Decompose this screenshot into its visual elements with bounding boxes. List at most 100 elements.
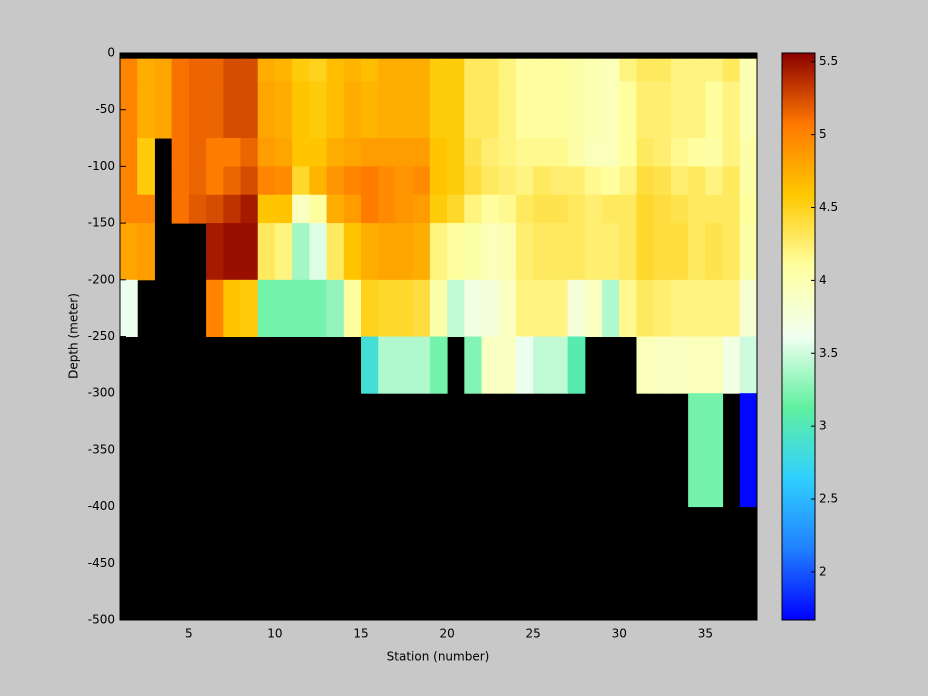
heatmap-cell [705, 166, 724, 196]
heatmap-cell [515, 166, 534, 196]
heatmap-cell [274, 194, 293, 224]
heatmap-cell [240, 223, 259, 281]
heatmap-cell [137, 81, 155, 139]
heatmap-cell [705, 336, 724, 394]
heatmap-cell [429, 58, 448, 82]
heatmap-cell [688, 393, 706, 508]
heatmap-cell [550, 223, 569, 281]
heatmap-cell [688, 279, 706, 337]
heatmap-cell [567, 58, 586, 82]
heatmap-cell [188, 138, 207, 167]
heatmap-cell [223, 138, 242, 167]
heatmap-cell [567, 166, 586, 196]
heatmap-cell [464, 81, 483, 139]
heatmap-cell [240, 81, 259, 139]
heatmap-cell [447, 138, 465, 167]
heatmap-cell [188, 194, 207, 224]
heatmap-cell [653, 166, 672, 196]
heatmap-cell [378, 81, 396, 139]
heatmap-cell [257, 81, 276, 139]
heatmap-cell [705, 81, 724, 139]
heatmap-cell [429, 166, 448, 196]
heatmap-cell [343, 166, 362, 196]
heatmap-cell [636, 223, 655, 281]
heatmap-cell [292, 279, 310, 337]
heatmap-cell [722, 279, 741, 337]
heatmap-cell [722, 138, 741, 167]
heatmap-cell [636, 81, 655, 139]
heatmap-cell [602, 58, 620, 82]
heatmap-cell [722, 336, 741, 394]
heatmap-cell [447, 279, 465, 337]
heatmap-cell [361, 58, 379, 82]
x-tick-label: 35 [698, 627, 713, 641]
heatmap-cell [653, 81, 672, 139]
heatmap-cell [705, 194, 724, 224]
heatmap-cell [188, 166, 207, 196]
heatmap-cell [412, 223, 431, 281]
heatmap-cell [533, 58, 551, 82]
heatmap-cell [257, 138, 276, 167]
heatmap-cell [223, 166, 242, 196]
heatmap-cell [257, 279, 276, 337]
y-tick-label: -450 [88, 556, 115, 570]
heatmap-cell [550, 194, 569, 224]
heatmap-cell [326, 279, 345, 337]
heatmap-cell [722, 58, 741, 82]
heatmap-cell [361, 166, 379, 196]
heatmap-cell [498, 279, 517, 337]
heatmap-cell [154, 58, 173, 82]
heatmap-cell [688, 336, 706, 394]
heatmap-cell [429, 138, 448, 167]
heatmap-cell [412, 279, 431, 337]
heatmap-cell [619, 138, 637, 167]
heatmap-cell [429, 223, 448, 281]
heatmap-cell [395, 279, 414, 337]
heatmap-cell [378, 58, 396, 82]
heatmap-cell [309, 194, 328, 224]
heatmap-cell [602, 166, 620, 196]
heatmap-cell [378, 336, 396, 394]
heatmap-cell [688, 138, 706, 167]
heatmap-cell [688, 166, 706, 196]
heatmap-cell [670, 336, 689, 394]
heatmap-cell [567, 194, 586, 224]
heatmap-cell [274, 166, 293, 196]
x-tick-label: 5 [185, 627, 193, 641]
colorbar-tick-label: 4 [819, 273, 827, 287]
heatmap-cell [584, 279, 603, 337]
heatmap-cell [429, 81, 448, 139]
heatmap-cell [309, 138, 328, 167]
y-tick-label: -350 [88, 442, 115, 456]
heatmap-cell [602, 194, 620, 224]
heatmap-cell [619, 223, 637, 281]
heatmap-cell [257, 58, 276, 82]
heatmap-cell [223, 223, 242, 281]
heatmap-cell [257, 194, 276, 224]
colorbar-tick-label: 5.5 [819, 54, 838, 68]
heatmap-cell [739, 166, 758, 196]
y-tick-label: -400 [88, 499, 115, 513]
heatmap-cell [395, 58, 414, 82]
heatmap-cell [378, 279, 396, 337]
heatmap-cell [533, 336, 551, 394]
colorbar-tick-label: 2.5 [819, 492, 838, 506]
heatmap-cell [584, 166, 603, 196]
heatmap-cell [223, 279, 242, 337]
heatmap-cell [722, 223, 741, 281]
heatmap-cell [447, 194, 465, 224]
heatmap-cell [567, 223, 586, 281]
heatmap-cell [171, 138, 190, 167]
heatmap-cell [670, 279, 689, 337]
heatmap-cell [361, 223, 379, 281]
heatmap-cell [619, 58, 637, 82]
heatmap-cell [619, 166, 637, 196]
heatmap-cell [274, 58, 293, 82]
heatmap-cell [429, 279, 448, 337]
heatmap-cell [602, 81, 620, 139]
heatmap-cell [343, 194, 362, 224]
heatmap-cell [378, 166, 396, 196]
heatmap-cell [670, 166, 689, 196]
heatmap-cell [602, 279, 620, 337]
